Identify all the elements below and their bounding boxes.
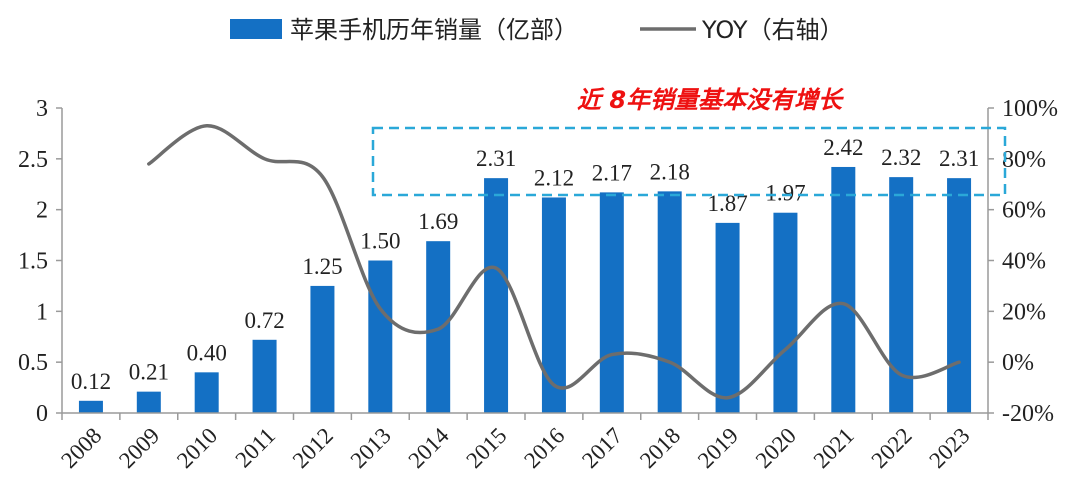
bar-data-label: 1.69	[418, 209, 458, 234]
bar-data-labels: 0.12 0.21 0.40 0.72 1.25 1.50 1.69 2.31 2.12 2.17…	[71, 135, 979, 394]
x-tick-label: 2009	[114, 423, 164, 473]
bar-data-label: 2.32	[881, 145, 921, 170]
x-tick-label: 2013	[346, 423, 396, 473]
bar-data-label: 2.12	[534, 165, 574, 190]
legend-bar-label: 苹果手机历年销量（亿部）	[290, 16, 578, 44]
right-tick-label: 0%	[1002, 350, 1034, 376]
bar-series	[78, 166, 972, 413]
right-tick-label: 80%	[1002, 147, 1046, 173]
left-tick-label: 3	[36, 96, 48, 122]
bar-data-label: 2.31	[476, 146, 516, 171]
legend: 苹果手机历年销量（亿部） YOY（右轴）	[230, 16, 844, 44]
bar	[599, 192, 624, 413]
bar-data-label: 2.31	[939, 146, 979, 171]
bar	[252, 339, 277, 413]
x-tick-label: 2016	[519, 423, 569, 473]
x-tick-label: 2008	[56, 423, 106, 473]
bar-data-label: 2.18	[650, 159, 690, 184]
x-tick-label: 2020	[751, 423, 801, 473]
bar-data-label: 0.21	[129, 360, 169, 385]
x-tick-label: 2017	[577, 423, 627, 473]
x-tick-label: 2023	[924, 423, 974, 473]
left-tick-label: 0	[36, 401, 48, 427]
legend-bar-swatch	[230, 19, 282, 39]
right-tick-label: 60%	[1002, 198, 1046, 224]
bar	[310, 285, 335, 413]
bar-data-label: 0.72	[244, 308, 284, 333]
bar-data-label: 0.12	[71, 369, 111, 394]
bar-data-label: 0.40	[187, 340, 227, 365]
left-tick-label: 2.5	[18, 147, 48, 173]
bar	[773, 212, 798, 413]
bar	[78, 400, 103, 413]
x-tick-label: 2018	[635, 423, 685, 473]
annotation: 近 8年销量基本没有增长	[371, 86, 1007, 197]
yoy-line-series	[147, 124, 961, 400]
bar	[194, 372, 219, 413]
bar-data-label: 1.25	[302, 254, 342, 279]
x-tick-label: 2011	[230, 423, 280, 473]
bar	[831, 166, 856, 413]
bar-data-label: 2.17	[592, 160, 632, 185]
left-y-axis: 0 0.5 1 1.5 2 2.5 3	[18, 96, 63, 427]
bar	[136, 391, 161, 413]
bar	[541, 197, 566, 413]
bar	[657, 191, 682, 413]
bar	[368, 260, 393, 413]
bar-data-label: 1.50	[360, 229, 400, 254]
x-tick-label: 2012	[288, 423, 338, 473]
bar-data-label: 1.97	[765, 181, 805, 206]
annotation-dashed-box	[371, 126, 1007, 197]
x-tick-label: 2022	[867, 423, 917, 473]
bar	[484, 178, 509, 413]
right-tick-label: 20%	[1002, 299, 1046, 325]
right-y-axis: -20% 0% 20% 40% 60% 80% 100%	[987, 96, 1058, 427]
right-tick-label: 100%	[1002, 96, 1058, 122]
left-tick-label: 1	[36, 299, 48, 325]
left-tick-label: 2	[36, 198, 48, 224]
x-axis: 2008 2009 2010 2011 2012 2013 2014 2015 2016 2017…	[56, 412, 989, 474]
left-tick-label: 1.5	[18, 249, 48, 275]
legend-line-label: YOY（右轴）	[701, 16, 844, 44]
left-tick-label: 0.5	[18, 350, 48, 376]
right-tick-label: 40%	[1002, 249, 1046, 275]
right-tick-label: -20%	[1002, 401, 1054, 427]
bar	[947, 178, 972, 413]
yoy-line-path	[147, 124, 961, 400]
x-tick-label: 2010	[172, 423, 222, 473]
x-tick-label: 2021	[809, 423, 859, 473]
annotation-text: 近 8年销量基本没有增长	[577, 86, 844, 114]
x-tick-label: 2015	[461, 423, 511, 473]
bar-data-label: 2.42	[823, 135, 863, 160]
x-tick-label: 2019	[693, 423, 743, 473]
x-tick-label: 2014	[404, 423, 455, 474]
bar	[715, 222, 740, 413]
bar	[426, 241, 451, 413]
